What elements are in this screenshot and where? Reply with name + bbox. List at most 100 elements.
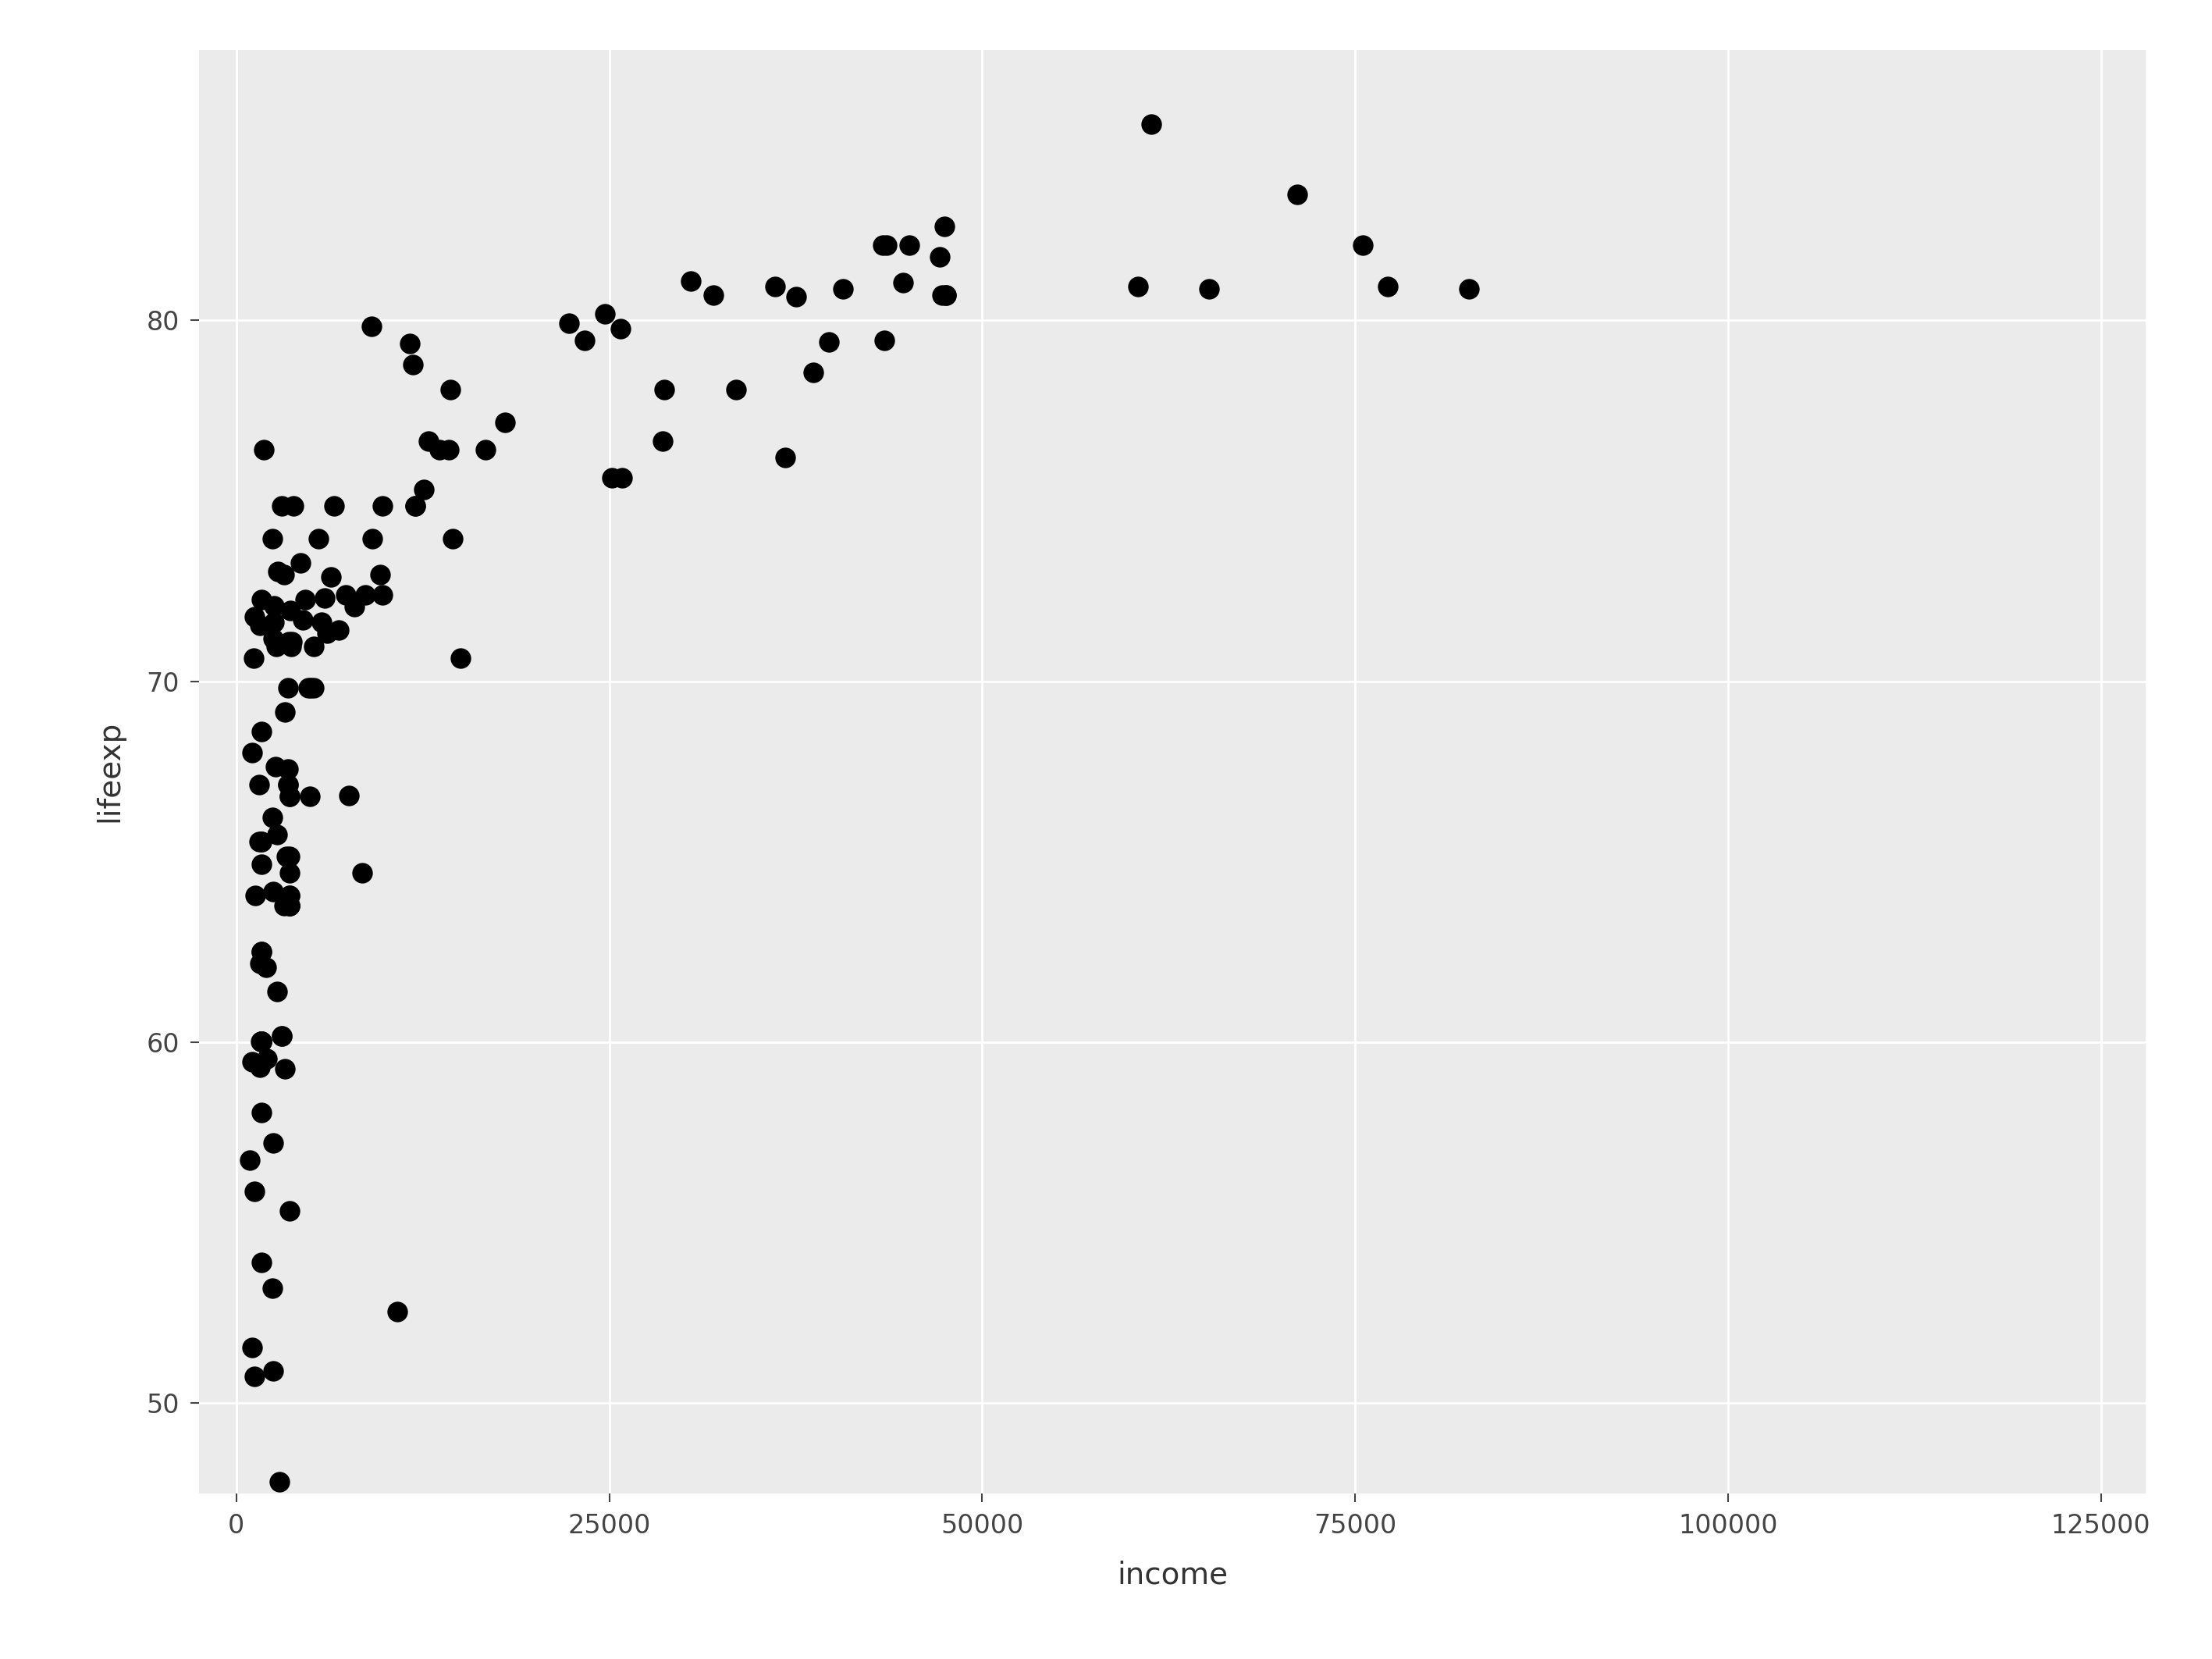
Point: [237, 1178, 272, 1204]
Point: [268, 698, 303, 725]
Point: [431, 436, 467, 463]
Point: [604, 465, 639, 491]
Point: [259, 821, 294, 848]
Point: [469, 436, 504, 463]
Point: [243, 1249, 279, 1276]
Point: [347, 582, 383, 609]
Point: [672, 267, 708, 294]
Point: [566, 327, 602, 353]
Point: [380, 1299, 416, 1326]
Point: [237, 644, 272, 670]
Point: [241, 771, 276, 798]
Point: [272, 843, 307, 869]
Point: [392, 330, 427, 357]
Point: [604, 315, 639, 342]
Point: [411, 428, 447, 455]
Point: [270, 843, 305, 869]
Point: [296, 634, 332, 660]
Point: [1119, 274, 1155, 300]
Point: [869, 232, 905, 259]
Point: [1451, 275, 1486, 302]
Point: [241, 828, 276, 854]
Point: [929, 282, 964, 309]
Point: [259, 979, 294, 1005]
Point: [272, 783, 307, 810]
Point: [268, 1055, 303, 1082]
Point: [270, 771, 305, 798]
Point: [296, 675, 332, 702]
Point: [925, 282, 960, 309]
Point: [243, 1029, 279, 1055]
Point: [246, 436, 281, 463]
Point: [243, 1029, 279, 1055]
Point: [398, 493, 434, 519]
Point: [312, 1652, 347, 1659]
Point: [285, 606, 321, 632]
Point: [263, 493, 299, 519]
Point: [259, 634, 294, 660]
Point: [237, 1364, 272, 1390]
Point: [927, 214, 962, 241]
Point: [232, 1146, 268, 1173]
Point: [261, 559, 296, 586]
Point: [365, 582, 400, 609]
Point: [1281, 181, 1316, 207]
Point: [268, 893, 303, 919]
Point: [551, 310, 586, 337]
Point: [431, 377, 467, 403]
Point: [365, 493, 400, 519]
Point: [867, 327, 902, 353]
Point: [270, 771, 305, 798]
Point: [301, 526, 336, 552]
Point: [254, 1274, 290, 1301]
Point: [1192, 275, 1228, 302]
Point: [646, 428, 681, 455]
Point: [243, 851, 279, 878]
Point: [588, 300, 624, 327]
Point: [261, 1468, 296, 1495]
Point: [307, 586, 343, 612]
Point: [292, 783, 327, 810]
Point: [929, 282, 964, 309]
Point: [243, 1100, 279, 1126]
Point: [243, 828, 279, 854]
Point: [272, 893, 307, 919]
Point: [237, 883, 272, 909]
Point: [812, 328, 847, 355]
Point: [288, 586, 323, 612]
Point: [254, 1130, 290, 1156]
Point: [272, 1198, 307, 1224]
Point: [422, 436, 458, 463]
Point: [254, 805, 290, 831]
Point: [487, 408, 522, 435]
Point: [922, 244, 958, 270]
Point: [234, 1048, 270, 1075]
Point: [1369, 274, 1405, 300]
Point: [272, 883, 307, 909]
Point: [259, 753, 294, 780]
Point: [442, 644, 478, 670]
Point: [241, 949, 276, 975]
Point: [292, 675, 327, 702]
Point: [595, 465, 630, 491]
Point: [1345, 232, 1380, 259]
Point: [274, 629, 310, 655]
Point: [796, 358, 832, 385]
Point: [254, 526, 290, 552]
Point: [354, 526, 389, 552]
Point: [243, 1029, 279, 1055]
Point: [1133, 111, 1168, 138]
Point: [891, 232, 927, 259]
Point: [363, 561, 398, 587]
Point: [250, 1045, 285, 1072]
Point: [232, 1613, 268, 1639]
Point: [243, 1029, 279, 1055]
Point: [243, 1053, 279, 1080]
Point: [243, 828, 279, 854]
Point: [310, 619, 345, 645]
Point: [719, 377, 754, 403]
Y-axis label: lifeexp: lifeexp: [95, 720, 124, 823]
Point: [243, 586, 279, 612]
Point: [345, 859, 380, 886]
Point: [396, 352, 431, 378]
